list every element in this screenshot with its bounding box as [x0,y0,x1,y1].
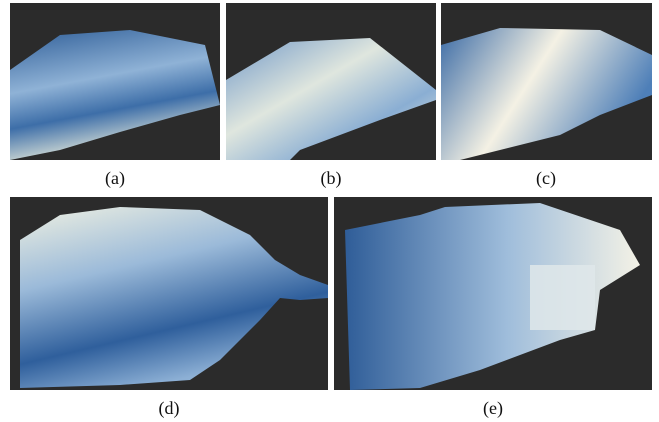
caption: (a) [105,168,125,189]
panel-c [441,3,652,160]
figure: (a) (b) (c) (d) (e) [0,0,659,422]
panel-e [334,197,652,390]
panel-a [10,3,220,160]
terrain-block [530,265,595,330]
panel-b [226,3,436,160]
caption: (b) [321,168,342,189]
panel-d [10,197,328,390]
caption: (c) [536,168,556,189]
caption: (e) [483,398,503,419]
caption: (d) [159,398,180,419]
